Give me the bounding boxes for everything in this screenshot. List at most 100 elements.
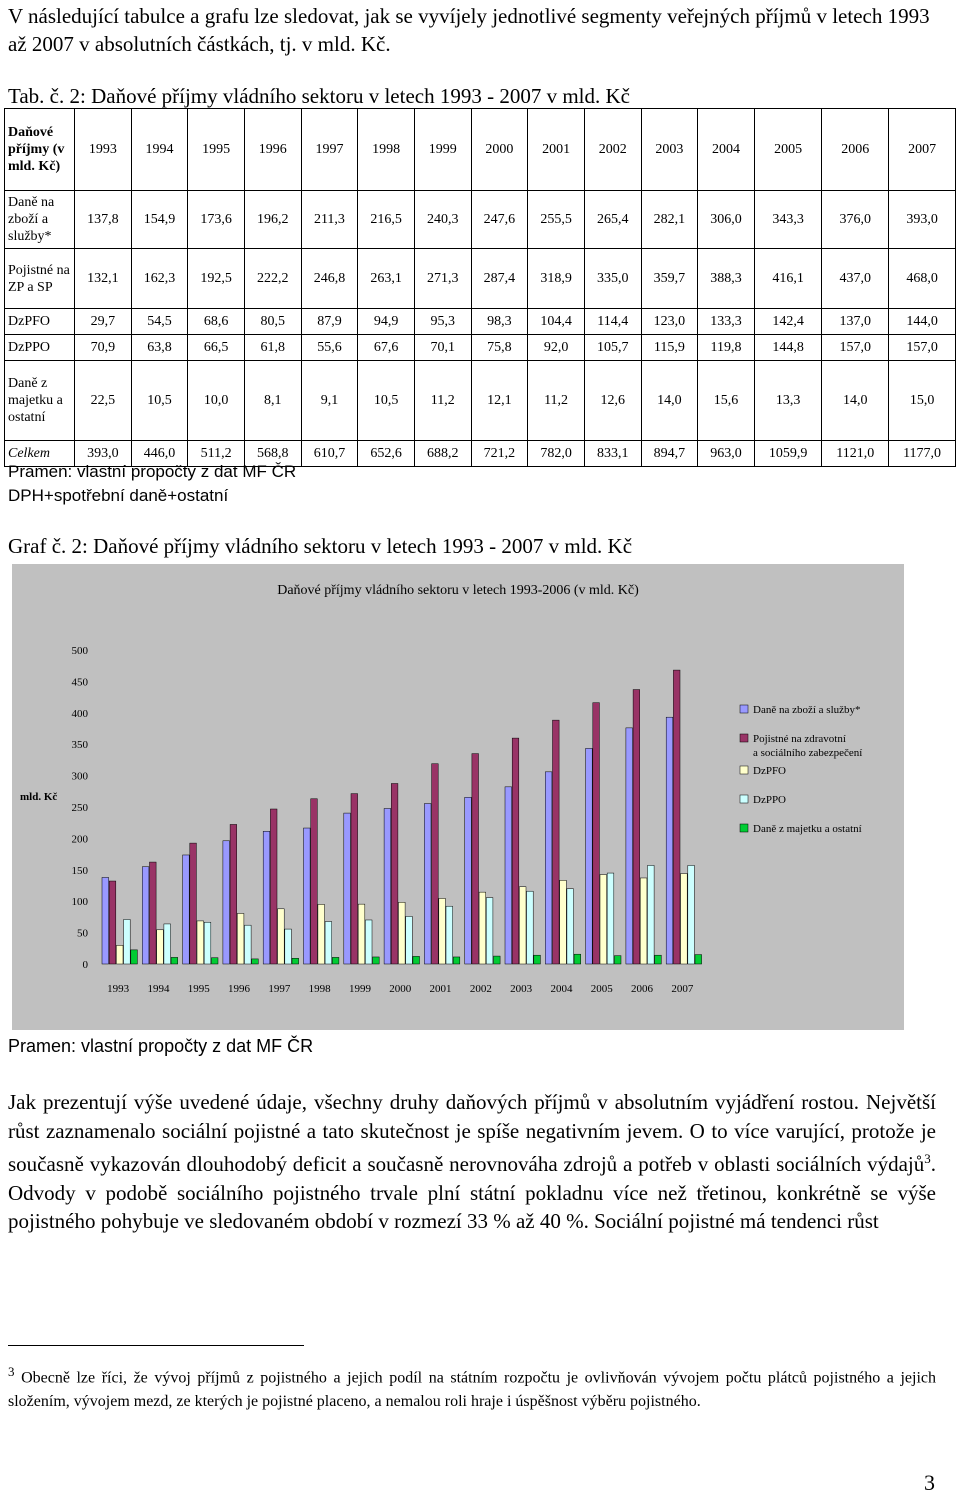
bar-series-2 — [391, 783, 399, 965]
x-tick-label: 1995 — [188, 983, 211, 995]
table-row: Daně na zboží a služby* 137,8 154,9 173,6 19… — [4, 190, 956, 249]
table-cell: 1177,0 — [888, 440, 956, 467]
legend-swatch — [739, 765, 749, 775]
bar-series-4 — [647, 865, 655, 965]
table-cell: 11,2 — [413, 360, 472, 441]
tax-bar-chart: Daňové příjmy vládního sektoru v letech … — [12, 564, 904, 1030]
bar-series-2 — [310, 798, 318, 965]
bar-series-4 — [203, 921, 212, 965]
table-year-header: 2007 — [888, 108, 956, 191]
table-row: DzPPO 70,9 63,8 66,5 61,8 55,6 67,6 70,1 75,8 92,… — [4, 334, 956, 361]
chart-bars — [101, 669, 702, 965]
bar-series-4 — [445, 905, 453, 965]
table-cell: 963,0 — [697, 440, 755, 467]
x-tick-label: 2001 — [430, 983, 452, 995]
y-tick-label: 400 — [72, 708, 89, 720]
bar-series-1 — [101, 877, 109, 965]
table-cell: 610,7 — [300, 440, 359, 467]
table-cell: 54,5 — [130, 308, 189, 335]
table-cell: 104,4 — [527, 308, 585, 335]
footnote: 3 Obecně lze říci, že vývoj příjmů z poj… — [8, 1360, 936, 1414]
bar-series-2 — [149, 861, 157, 965]
table-cell: 416,1 — [753, 248, 823, 309]
legend-label: Daně z majetku a ostatní — [753, 823, 862, 835]
table-year-header: 2003 — [640, 108, 699, 191]
bar-series-3 — [357, 903, 366, 965]
table-cell: 10,0 — [187, 360, 245, 441]
table-cell: 66,5 — [187, 334, 245, 361]
table-cell: 222,2 — [243, 248, 302, 309]
table-cell: 196,2 — [243, 190, 302, 249]
y-tick-label: 450 — [72, 676, 89, 688]
bar-series-5 — [573, 953, 581, 965]
table-year-header: 1995 — [187, 108, 245, 191]
y-tick-label: 50 — [77, 928, 89, 940]
bar-series-1 — [504, 786, 512, 965]
table-cell: 114,4 — [583, 308, 642, 335]
table-cell: 95,3 — [413, 308, 472, 335]
bar-series-1 — [424, 803, 432, 965]
table-year-header: 1994 — [130, 108, 189, 191]
table-row-label: DzPPO — [4, 334, 75, 361]
x-tick-label: 1994 — [147, 983, 170, 995]
footnote-separator — [8, 1345, 304, 1346]
bar-series-3 — [116, 945, 124, 965]
legend-swatch — [739, 823, 749, 833]
bar-series-4 — [606, 872, 615, 965]
table-cell: 211,3 — [300, 190, 359, 249]
chart-legend: Daně na zboží a služby* Pojistné na zdrav… — [739, 704, 862, 835]
table-year-header: 2006 — [821, 108, 890, 191]
table-cell: 142,4 — [753, 308, 823, 335]
table-cell: 10,5 — [357, 360, 415, 441]
body-paragraph-part-1: Jak prezentují výše uvedené údaje, všech… — [8, 1090, 936, 1176]
table-cell: 115,9 — [640, 334, 699, 361]
table-year-header: 2004 — [697, 108, 755, 191]
table-cell: 14,0 — [821, 360, 890, 441]
table-cell: 437,0 — [821, 248, 890, 309]
x-tick-label: 2005 — [591, 983, 614, 995]
bar-series-3 — [277, 908, 285, 965]
chart-title: Daňové příjmy vládního sektoru v letech … — [277, 583, 639, 598]
bar-series-2 — [270, 808, 278, 965]
bar-series-5 — [493, 955, 501, 965]
bar-series-1 — [383, 808, 391, 965]
table-year-header: 1996 — [243, 108, 302, 191]
table-cell: 70,9 — [74, 334, 132, 361]
table-cell: 15,0 — [888, 360, 956, 441]
table-cell: 22,5 — [74, 360, 132, 441]
table-cell: 154,9 — [130, 190, 189, 249]
x-tick-label: 2004 — [550, 983, 573, 995]
x-axis-ticks: 1993 1994 1995 1996 1997 1998 1999 2000 2001 2002… — [107, 983, 694, 995]
table-row: DzPFO 29,7 54,5 68,6 80,5 87,9 94,9 95,3 98,3 104… — [4, 308, 956, 335]
bar-series-2 — [673, 669, 681, 965]
table-cell: 721,2 — [470, 440, 529, 467]
bar-series-5 — [291, 958, 299, 965]
x-tick-label: 1999 — [349, 983, 372, 995]
table-row-label: Daně z majetku a ostatní — [4, 360, 75, 441]
bar-series-3 — [519, 886, 527, 965]
table-cell: 15,6 — [697, 360, 755, 441]
bar-series-5 — [332, 957, 340, 965]
table-year-header: 1998 — [357, 108, 415, 191]
tax-table: Daňové příjmy (v mld. Kč) 1993 1994 1995 19… — [4, 108, 956, 467]
table-cell: 55,6 — [300, 334, 359, 361]
bar-series-5 — [130, 949, 138, 965]
table-cell: 393,0 — [74, 440, 132, 467]
table-source-block: Pramen: vlastní propočty z dat MF ČR DPH… — [8, 460, 296, 508]
table-cell: 306,0 — [697, 190, 755, 249]
table-cell: 123,0 — [640, 308, 699, 335]
bar-series-1 — [585, 748, 593, 965]
footnote-reference: 3 — [924, 1151, 931, 1166]
bar-series-4 — [566, 888, 574, 965]
table-cell: 10,5 — [130, 360, 189, 441]
bar-series-5 — [654, 954, 662, 965]
table-cell: 70,1 — [413, 334, 472, 361]
table-year-header: 2000 — [470, 108, 529, 191]
table-cell: 271,3 — [413, 248, 472, 309]
table-cell: 8,1 — [243, 360, 302, 441]
body-paragraph-part-2: . Odvody v podobě sociálního pojistného … — [8, 1152, 936, 1233]
x-tick-label: 1998 — [309, 983, 332, 995]
y-tick-label: 350 — [72, 739, 89, 751]
bar-series-1 — [222, 840, 230, 965]
table-cell: 240,3 — [413, 190, 472, 249]
